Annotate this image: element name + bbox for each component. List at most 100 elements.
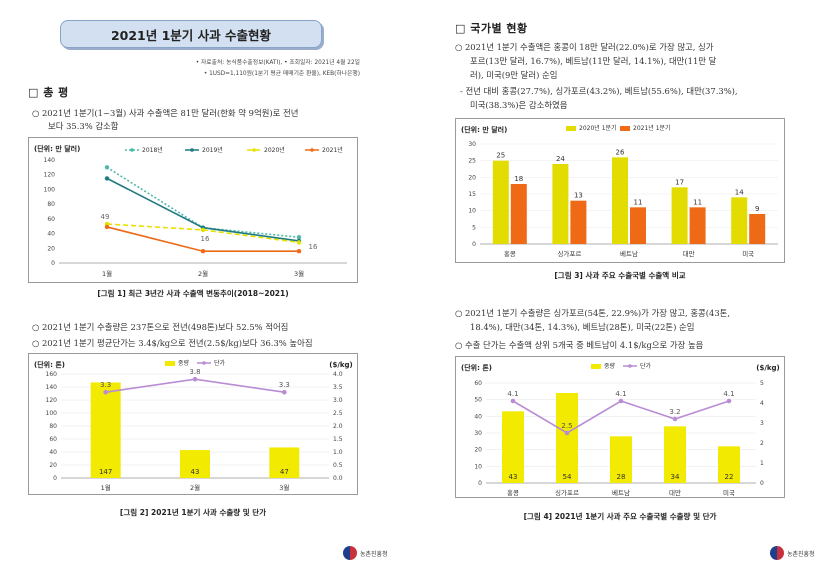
y-tick-label: 140 — [46, 384, 58, 391]
bar-value-label: 26 — [616, 148, 625, 156]
bar-value-label: 13 — [574, 192, 583, 200]
x-tick-label: 베트남 — [612, 488, 630, 497]
bar — [502, 411, 524, 483]
x-tick-label: 미국 — [742, 249, 754, 258]
y2-tick-label: 1.0 — [333, 449, 343, 456]
axis2-unit-label: ($/kg) — [756, 364, 780, 372]
bar-value-label: 18 — [514, 175, 523, 183]
bar — [510, 184, 527, 244]
series-point — [104, 224, 110, 230]
y-tick-label: 20 — [49, 462, 57, 469]
y2-tick-label: 4.0 — [333, 371, 343, 378]
government-seal-icon — [343, 546, 357, 560]
y-tick-label: 60 — [474, 380, 482, 387]
data-label: 49 — [101, 213, 110, 221]
bar — [664, 426, 686, 483]
y-tick-label: 20 — [474, 447, 482, 454]
y-tick-label: 40 — [47, 231, 55, 238]
y2-tick-label: 4 — [760, 400, 764, 407]
axis-unit-label: (단위: 톤) — [34, 360, 65, 369]
chart-country-export-value: (단위: 만 달러) 0 5 10 15 20 25 30 홍콩 25 18 싱가포르 24 13 베트남 2… — [455, 118, 785, 263]
legend-marker — [190, 148, 194, 152]
bar — [570, 200, 587, 244]
series-point — [200, 227, 206, 233]
price-point — [510, 398, 516, 404]
legend-marker — [252, 148, 256, 152]
bar-value-label: 28 — [617, 473, 626, 481]
bar-value-label: 147 — [99, 468, 112, 476]
legend-swatch — [591, 364, 601, 369]
series-point — [200, 249, 206, 254]
y-tick-label: 160 — [46, 371, 58, 378]
country-bullet-line1: ○ 2021년 1분기 수출액은 홍콩이 18만 달러(22.0%)로 가장 많… — [455, 42, 714, 52]
legend-label: 단가 — [214, 359, 226, 367]
bar — [90, 382, 121, 478]
figure1-caption: [그림 1] 최근 3년간 사과 수출액 변동추이(2018~2021) — [97, 289, 289, 298]
x-tick-label: 1월 — [101, 483, 111, 492]
bar — [612, 157, 628, 244]
bar-value-label: 11 — [693, 198, 702, 206]
price-point — [192, 376, 198, 382]
bar-value-label: 14 — [735, 188, 744, 196]
y-tick-label: 120 — [44, 172, 56, 179]
legend-label: 2020년 — [264, 146, 285, 154]
y2-tick-label: 0.0 — [333, 475, 343, 482]
x-tick-label: 대만 — [683, 249, 695, 258]
government-seal-icon — [770, 546, 784, 560]
bar — [610, 436, 632, 483]
footer-org: 농촌진흥청 — [360, 550, 388, 558]
bar-value-label: 22 — [725, 473, 734, 481]
footer-right: 농촌진흥청 — [770, 546, 815, 560]
y-tick-label: 140 — [44, 157, 56, 164]
y2-tick-label: 3.0 — [333, 397, 343, 404]
y-tick-label: 0 — [478, 480, 482, 487]
bar — [492, 160, 509, 244]
source-note: • 자료출처: 농식품수출정보(KATI), • 조회일자: 2021년 4월 … — [195, 60, 360, 66]
x-tick-label: 3월 — [279, 483, 289, 492]
bar-value-label: 34 — [671, 473, 680, 481]
x-tick-label: 2월 — [190, 483, 200, 492]
section-country-heading: □ 국가별 현황 — [455, 22, 528, 35]
y2-tick-label: 2 — [760, 440, 764, 447]
bar-value-label: 54 — [563, 473, 572, 481]
exchange-note: • 1USD=1,110원(1분기 평균 매매기준 환율), KEB(하나은행) — [203, 71, 360, 77]
bar-value-label: 11 — [634, 198, 643, 206]
price-label: 4.1 — [507, 390, 518, 398]
price-label: 3.2 — [669, 408, 680, 416]
y-tick-label: 40 — [474, 413, 482, 420]
y-tick-label: 0 — [472, 241, 476, 248]
bar-value-label: 43 — [509, 473, 518, 481]
price-point — [103, 389, 108, 395]
x-tick-label: 1월 — [102, 269, 112, 278]
series-point — [104, 176, 110, 181]
data-label: 16 — [309, 243, 318, 251]
bar — [630, 207, 646, 244]
bar — [718, 446, 740, 483]
y-tick-label: 15 — [468, 191, 476, 198]
axis-unit-label: (단위: 만 달러) — [34, 144, 80, 153]
y2-tick-label: 2.0 — [333, 423, 343, 430]
bar-value-label: 24 — [556, 155, 565, 163]
legend-label: 2021년 1분기 — [633, 124, 671, 132]
y-tick-label: 60 — [47, 216, 55, 223]
bar — [749, 214, 766, 244]
y-tick-label: 100 — [46, 410, 58, 417]
x-tick-label: 대만 — [669, 488, 681, 497]
axis-unit-label: (단위: 톤) — [461, 363, 492, 372]
y-tick-label: 10 — [474, 463, 482, 470]
y-tick-label: 80 — [49, 423, 57, 430]
yoy-bullet-line2: 미국(38.3%)은 감소하였음 — [470, 100, 568, 110]
x-tick-label: 홍콩 — [507, 488, 519, 497]
bar — [556, 393, 578, 483]
axis2-unit-label: ($/kg) — [329, 361, 353, 369]
y-tick-label: 50 — [474, 397, 482, 404]
bar — [671, 187, 688, 244]
y-tick-label: 100 — [44, 186, 56, 193]
y-tick-label: 25 — [468, 158, 476, 165]
bar — [180, 450, 210, 478]
figure4-caption: [그림 4] 2021년 1분기 사과 주요 수출국별 수출량 및 단가 — [523, 512, 717, 521]
legend-marker — [202, 361, 206, 365]
chart-country-volume-and-price: (단위: 톤) ($/kg) 0 10 20 30 40 50 60 0 1 2 3 4 5 홍콩 싱가포르 베트… — [455, 356, 785, 498]
country-price-bullet: ○ 수출 단가는 수출액 상위 5개국 중 베트남이 4.1$/kg으로 가장 … — [455, 340, 704, 350]
price-bullet: ○ 2021년 1분기 평균단가는 3.4$/kg으로 전년(2.5$/kg)보… — [32, 338, 313, 348]
